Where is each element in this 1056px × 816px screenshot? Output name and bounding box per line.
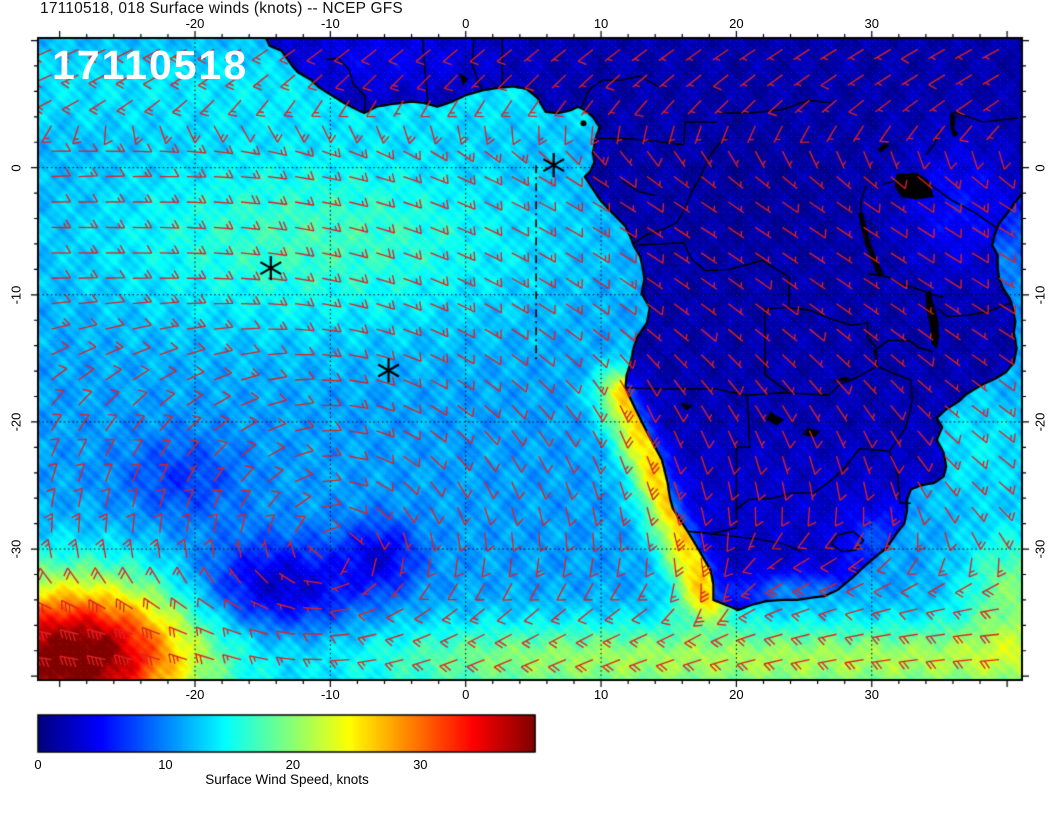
colorbar-tick-label: 30	[413, 757, 428, 772]
colorbar-caption: Surface Wind Speed, knots	[205, 772, 369, 787]
x-axis-top-tick-label: -10	[320, 16, 340, 31]
x-axis-bottom-tick-label: -10	[320, 687, 340, 702]
y-axis-left-tick-label: 0	[8, 164, 24, 172]
x-axis-top-tick-label: 0	[462, 16, 470, 31]
x-axis-bottom-tick-label: 10	[593, 687, 609, 702]
x-axis-bottom-tick-label: 20	[729, 687, 744, 702]
y-axis-left-tick-label: -20	[8, 412, 24, 432]
y-axis-left-tick-label: -10	[8, 285, 24, 305]
y-axis-left-tick-label: -30	[8, 539, 24, 559]
colorbar-tick-label: 10	[158, 757, 173, 772]
y-axis-right-tick-label: 0	[1032, 164, 1048, 172]
x-axis-bottom-tick-label: 30	[864, 687, 879, 702]
colorbar-tick-label: 20	[285, 757, 301, 772]
figure-title: 17110518, 018 Surface winds (knots) -- N…	[40, 0, 403, 17]
x-axis-top-tick-label: 30	[864, 16, 879, 31]
map-datetime-label: 17110518	[52, 42, 249, 88]
x-axis-bottom-tick-label: 0	[462, 687, 470, 702]
x-axis-top-tick-label: 20	[729, 16, 744, 31]
x-axis-bottom-tick-label: -20	[185, 687, 205, 702]
y-axis-right-tick-label: -10	[1032, 285, 1048, 305]
x-axis-top-tick-label: 10	[593, 16, 609, 31]
y-axis-right-tick-label: -20	[1032, 412, 1048, 432]
colorbar-tick-label: 0	[34, 757, 42, 772]
y-axis-right-tick-label: -30	[1032, 539, 1048, 559]
x-axis-top-tick-label: -20	[185, 16, 205, 31]
